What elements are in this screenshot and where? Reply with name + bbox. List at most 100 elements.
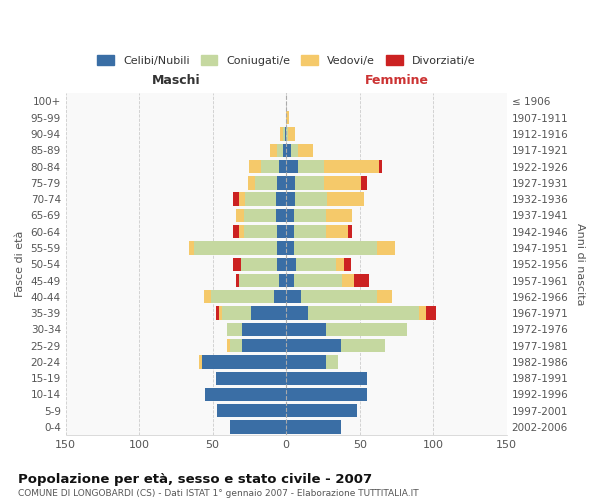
Bar (277, 225, 286, 238)
Bar (286, 372, 367, 385)
Bar (277, 176, 286, 190)
Bar (270, 144, 277, 157)
Bar (379, 160, 382, 173)
Bar (286, 144, 290, 157)
Bar (286, 274, 293, 287)
Bar (215, 306, 218, 320)
Bar (286, 225, 293, 238)
Bar (286, 242, 293, 254)
Bar (325, 176, 361, 190)
Bar (326, 355, 338, 368)
Bar (279, 274, 286, 287)
Bar (326, 225, 348, 238)
Bar (245, 192, 276, 206)
Bar (326, 322, 407, 336)
Bar (298, 144, 313, 157)
Bar (242, 322, 286, 336)
Bar (286, 176, 295, 190)
Bar (286, 355, 326, 368)
Bar (233, 192, 239, 206)
Bar (227, 339, 230, 352)
Bar (286, 306, 308, 320)
Bar (295, 176, 325, 190)
Bar (248, 176, 256, 190)
Bar (199, 355, 202, 368)
Bar (194, 242, 277, 254)
Bar (336, 258, 344, 271)
Bar (251, 306, 286, 320)
Bar (244, 225, 277, 238)
Bar (256, 176, 277, 190)
Bar (298, 160, 325, 173)
Bar (277, 242, 286, 254)
Bar (293, 208, 326, 222)
Bar (202, 355, 286, 368)
Bar (286, 128, 287, 140)
Bar (348, 225, 352, 238)
Bar (221, 306, 251, 320)
Bar (230, 420, 286, 434)
Bar (233, 225, 239, 238)
Bar (218, 306, 221, 320)
Bar (285, 128, 286, 140)
Bar (236, 208, 244, 222)
Bar (227, 322, 242, 336)
Bar (287, 128, 295, 140)
Text: COMUNE DI LONGOBARDI (CS) - Dati ISTAT 1° gennaio 2007 - Elaborazione TUTTITALIA: COMUNE DI LONGOBARDI (CS) - Dati ISTAT 1… (18, 489, 419, 498)
Bar (204, 290, 211, 304)
Bar (296, 258, 336, 271)
Bar (250, 160, 261, 173)
Bar (354, 274, 368, 287)
Bar (230, 339, 242, 352)
Bar (239, 192, 245, 206)
Text: Femmine: Femmine (364, 74, 428, 87)
Bar (242, 339, 286, 352)
Bar (293, 225, 326, 238)
Bar (274, 290, 286, 304)
Text: Popolazione per età, sesso e stato civile - 2007: Popolazione per età, sesso e stato civil… (18, 472, 372, 486)
Bar (286, 290, 301, 304)
Bar (342, 274, 354, 287)
Bar (279, 160, 286, 173)
Bar (239, 225, 244, 238)
Bar (211, 290, 274, 304)
Bar (189, 242, 194, 254)
Bar (277, 258, 286, 271)
Bar (286, 339, 341, 352)
Bar (326, 208, 352, 222)
Bar (286, 388, 367, 401)
Bar (239, 274, 279, 287)
Legend: Celibi/Nubili, Coniugati/e, Vedovi/e, Divorziati/e: Celibi/Nubili, Coniugati/e, Vedovi/e, Di… (93, 51, 479, 70)
Bar (244, 208, 276, 222)
Bar (233, 258, 241, 271)
Bar (217, 404, 286, 417)
Bar (377, 290, 392, 304)
Bar (280, 128, 283, 140)
Bar (283, 144, 286, 157)
Bar (286, 420, 341, 434)
Bar (361, 176, 367, 190)
Bar (308, 306, 419, 320)
Bar (301, 290, 377, 304)
Bar (286, 322, 326, 336)
Bar (290, 144, 298, 157)
Bar (215, 372, 286, 385)
Bar (276, 192, 286, 206)
Bar (205, 388, 286, 401)
Bar (276, 208, 286, 222)
Bar (286, 258, 296, 271)
Bar (293, 242, 377, 254)
Bar (283, 128, 285, 140)
Bar (419, 306, 426, 320)
Bar (286, 208, 293, 222)
Bar (261, 160, 279, 173)
Bar (293, 274, 342, 287)
Bar (377, 242, 395, 254)
Bar (426, 306, 436, 320)
Y-axis label: Fasce di età: Fasce di età (15, 231, 25, 298)
Bar (286, 404, 357, 417)
Bar (286, 160, 298, 173)
Bar (344, 258, 351, 271)
Bar (325, 160, 379, 173)
Text: Maschi: Maschi (152, 74, 200, 87)
